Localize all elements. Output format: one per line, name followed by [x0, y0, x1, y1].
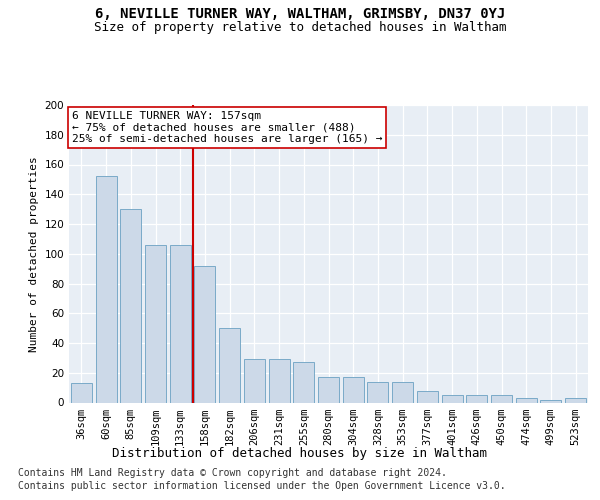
Text: Size of property relative to detached houses in Waltham: Size of property relative to detached ho… [94, 21, 506, 34]
Bar [442, 395, 463, 402]
Bar [565, 398, 586, 402]
Bar [120, 209, 141, 402]
Bar [293, 362, 314, 403]
Bar [318, 377, 339, 402]
Bar [269, 360, 290, 403]
Text: 6 NEVILLE TURNER WAY: 157sqm
← 75% of detached houses are smaller (488)
25% of s: 6 NEVILLE TURNER WAY: 157sqm ← 75% of de… [71, 111, 382, 144]
Y-axis label: Number of detached properties: Number of detached properties [29, 156, 39, 352]
Text: Distribution of detached houses by size in Waltham: Distribution of detached houses by size … [113, 448, 487, 460]
Bar [219, 328, 240, 402]
Bar [71, 383, 92, 402]
Bar [170, 245, 191, 402]
Text: 6, NEVILLE TURNER WAY, WALTHAM, GRIMSBY, DN37 0YJ: 6, NEVILLE TURNER WAY, WALTHAM, GRIMSBY,… [95, 8, 505, 22]
Bar [516, 398, 537, 402]
Text: Contains public sector information licensed under the Open Government Licence v3: Contains public sector information licen… [18, 481, 506, 491]
Bar [244, 360, 265, 403]
Bar [541, 400, 562, 402]
Bar [95, 176, 116, 402]
Bar [417, 390, 438, 402]
Bar [392, 382, 413, 402]
Bar [367, 382, 388, 402]
Bar [491, 395, 512, 402]
Text: Contains HM Land Registry data © Crown copyright and database right 2024.: Contains HM Land Registry data © Crown c… [18, 468, 447, 478]
Bar [343, 377, 364, 402]
Bar [145, 245, 166, 402]
Bar [466, 395, 487, 402]
Bar [194, 266, 215, 402]
